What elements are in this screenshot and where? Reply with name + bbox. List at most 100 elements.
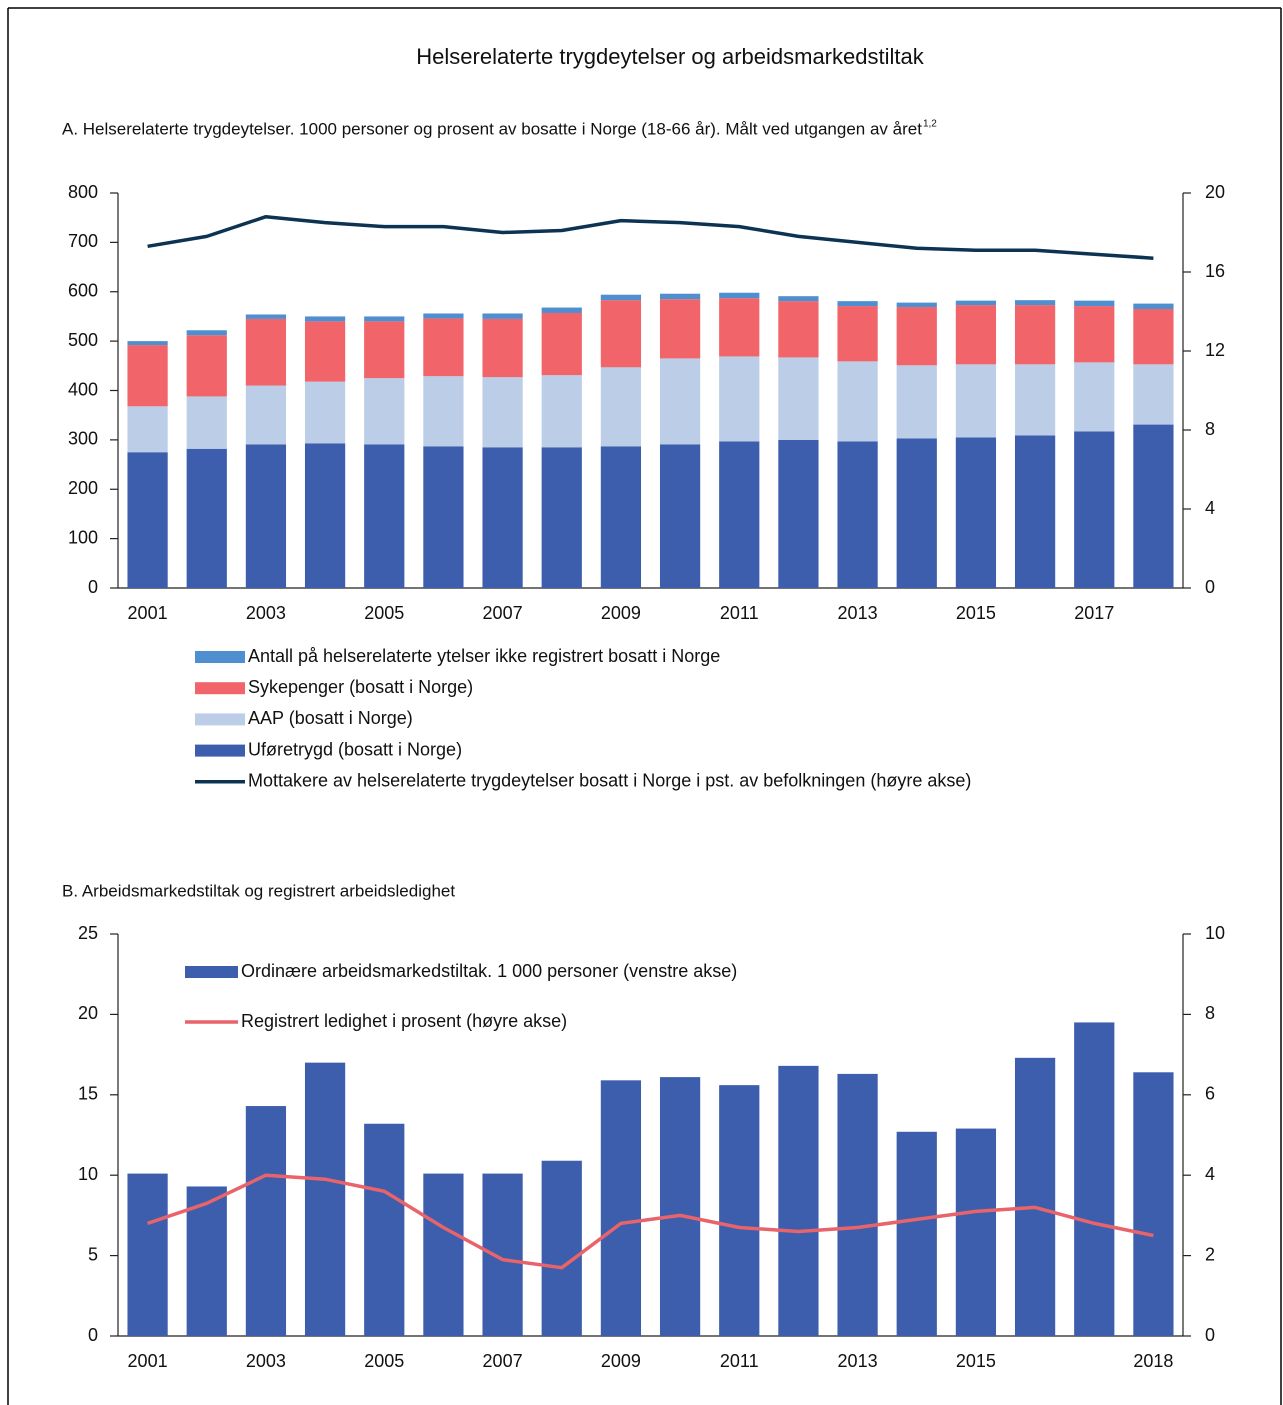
legend-label: Registrert ledighet i prosent (høyre aks… [241, 1011, 567, 1031]
bar [1074, 1022, 1115, 1336]
line [147, 214, 1154, 260]
bar [423, 313, 464, 319]
bar [127, 452, 168, 588]
bar [600, 446, 642, 588]
chart-subtitle: B. Arbeidsmarkedstiltak og registrert ar… [62, 881, 455, 900]
bar [541, 447, 582, 588]
bar [837, 306, 878, 362]
bar [423, 1173, 464, 1336]
bar [955, 305, 997, 365]
bar [1074, 362, 1115, 432]
bar [659, 1077, 701, 1336]
bar [659, 293, 701, 300]
bar [719, 1085, 760, 1336]
bar [1074, 300, 1115, 307]
bar [600, 294, 642, 301]
y2-tick-label: 8 [1205, 1003, 1215, 1023]
bar [837, 1073, 878, 1336]
bar [1014, 300, 1056, 306]
bar [304, 1062, 346, 1336]
bar [423, 318, 464, 377]
y2-tick-label: 4 [1205, 498, 1215, 518]
y-tick-label: 400 [68, 379, 98, 399]
y-tick-label: 0 [88, 577, 98, 597]
y-tick-label: 500 [68, 330, 98, 350]
bar [245, 385, 287, 445]
y-tick-label: 25 [78, 923, 98, 943]
legend-label: Ordinære arbeidsmarkedstiltak. 1 000 per… [241, 961, 737, 981]
bar [364, 316, 405, 322]
bar [127, 406, 168, 453]
x-tick-label: 2007 [483, 1351, 523, 1371]
x-tick-label: 2017 [1074, 603, 1114, 623]
line [147, 1173, 1154, 1270]
bar [304, 381, 346, 444]
bar [719, 356, 760, 442]
x-tick-label: 2003 [246, 603, 286, 623]
bar [364, 1123, 405, 1336]
bar [245, 318, 287, 386]
bar [896, 365, 937, 439]
bar [1133, 303, 1174, 310]
bar [245, 1106, 287, 1336]
x-tick-label: 2009 [601, 1351, 641, 1371]
bar [186, 448, 227, 588]
legend-swatch [195, 713, 245, 726]
y-tick-label: 0 [88, 1325, 98, 1345]
bar [1014, 364, 1056, 436]
bar [955, 300, 997, 306]
legend-swatch [195, 682, 245, 695]
y-tick-label: 10 [78, 1164, 98, 1184]
x-tick-label: 2005 [364, 603, 404, 623]
bar [1133, 1072, 1174, 1336]
x-tick-label: 2009 [601, 603, 641, 623]
bar [719, 292, 760, 299]
bar [245, 444, 287, 588]
bar [423, 376, 464, 447]
y2-tick-label: 16 [1205, 261, 1225, 281]
bar [304, 443, 346, 588]
bar [896, 438, 937, 588]
bar [127, 341, 168, 346]
y-tick-label: 15 [78, 1084, 98, 1104]
y-tick-label: 5 [88, 1244, 98, 1264]
bar [186, 335, 227, 397]
y2-tick-label: 0 [1205, 577, 1215, 597]
bar [778, 296, 819, 302]
x-tick-label: 2015 [956, 1351, 996, 1371]
bar [600, 300, 642, 368]
bar [896, 1131, 937, 1336]
bar [955, 364, 997, 438]
bar [778, 439, 819, 588]
y-tick-label: 20 [78, 1003, 98, 1023]
x-tick-label: 2018 [1133, 1351, 1173, 1371]
y-tick-label: 800 [68, 182, 98, 202]
bar [896, 302, 937, 308]
title-note: 1,2 [923, 119, 937, 130]
bar [1014, 1057, 1056, 1336]
bar [1133, 424, 1174, 588]
y2-tick-label: 20 [1205, 182, 1225, 202]
bar [719, 298, 760, 357]
x-tick-label: 2011 [720, 1351, 759, 1371]
x-tick-label: 2001 [128, 1351, 168, 1371]
bar [186, 330, 227, 336]
legend-label: Sykepenger (bosatt i Norge) [248, 677, 473, 697]
y-tick-label: 700 [68, 231, 98, 251]
bar [837, 361, 878, 442]
bar [186, 396, 227, 449]
bar [719, 441, 760, 588]
bar [127, 1173, 168, 1336]
y2-tick-label: 8 [1205, 419, 1215, 439]
bar [482, 377, 523, 448]
bar [541, 1160, 582, 1336]
bar [1014, 305, 1056, 365]
bar [423, 446, 464, 588]
bar [896, 307, 937, 366]
bar [778, 1065, 819, 1336]
bar [659, 444, 701, 588]
bar [1133, 364, 1174, 425]
y2-tick-label: 0 [1205, 1325, 1215, 1345]
bar [600, 367, 642, 447]
